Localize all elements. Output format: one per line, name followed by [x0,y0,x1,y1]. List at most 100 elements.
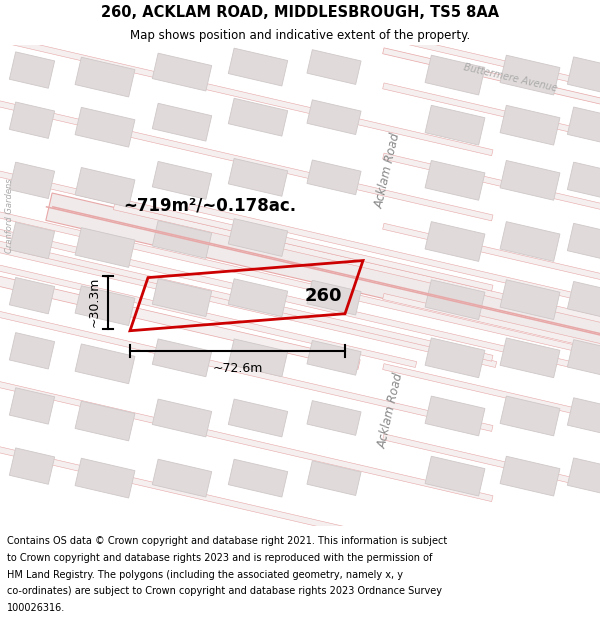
Bar [75,168,135,208]
Bar [568,57,600,93]
Bar [307,401,361,436]
Bar [0,79,493,221]
Bar [568,223,600,260]
Bar [10,222,55,259]
Bar [228,98,288,136]
Text: Cranford Gardens: Cranford Gardens [5,178,14,252]
Bar [307,280,361,315]
Bar [307,160,361,195]
Bar [0,220,493,361]
Bar [228,279,288,316]
Text: ~719m²/~0.178ac.: ~719m²/~0.178ac. [124,196,296,214]
Bar [10,388,55,424]
Bar [75,107,135,147]
Bar [383,223,600,288]
Bar [152,161,212,199]
Bar [425,280,485,319]
Bar [500,55,560,95]
Bar [307,50,361,84]
Bar [152,459,212,497]
Bar [568,339,600,376]
Bar [425,161,485,200]
Bar [0,204,600,368]
Bar [0,204,497,368]
Bar [46,206,600,365]
Bar [425,222,485,261]
Bar [152,339,212,377]
Bar [10,448,55,484]
Bar [75,286,135,326]
Text: Buttermere Avenue: Buttermere Avenue [462,62,558,94]
Text: co-ordinates) are subject to Crown copyright and database rights 2023 Ordnance S: co-ordinates) are subject to Crown copyr… [7,586,442,596]
Bar [152,399,212,437]
Bar [228,159,288,196]
Bar [228,48,288,86]
Bar [0,290,493,431]
Text: ~72.6m: ~72.6m [212,362,263,376]
Bar [0,426,493,567]
Bar [383,153,600,218]
Bar [52,206,600,365]
Bar [10,52,55,88]
Text: Acklam Road: Acklam Road [376,372,406,450]
Text: 260: 260 [305,287,343,304]
Bar [568,398,600,434]
Bar [0,361,493,502]
Bar [152,103,212,141]
Bar [500,161,560,200]
Bar [75,344,135,384]
Bar [425,396,485,436]
Text: ~30.3m: ~30.3m [88,277,101,328]
Bar [75,58,135,97]
Bar [75,458,135,498]
Bar [383,294,600,358]
Bar [425,456,485,496]
Bar [46,193,600,378]
Bar [568,162,600,199]
Bar [500,396,560,436]
Bar [188,204,600,368]
Text: 260, ACKLAM ROAD, MIDDLESBROUGH, TS5 8AA: 260, ACKLAM ROAD, MIDDLESBROUGH, TS5 8AA [101,5,499,20]
Bar [10,162,55,199]
Bar [228,219,288,256]
Bar [500,338,560,377]
Bar [383,434,600,498]
Bar [10,278,55,314]
Text: Acklam Road: Acklam Road [373,131,403,209]
Bar [500,222,560,261]
Bar [425,106,485,145]
Bar [75,228,135,268]
Text: to Crown copyright and database rights 2023 and is reproduced with the permissio: to Crown copyright and database rights 2… [7,553,433,563]
Bar [383,364,600,428]
Bar [307,100,361,134]
Bar [0,14,493,156]
Bar [383,83,600,148]
Bar [152,53,212,91]
Text: Contains OS data © Crown copyright and database right 2021. This information is : Contains OS data © Crown copyright and d… [7,536,448,546]
Bar [75,401,135,441]
Bar [425,338,485,377]
Bar [307,341,361,375]
Bar [383,48,600,112]
Bar [152,279,212,316]
Bar [0,202,360,369]
Bar [228,339,288,377]
Bar [113,204,600,368]
Bar [10,102,55,138]
Bar [152,221,212,258]
Bar [568,281,600,318]
Bar [0,204,572,368]
Text: HM Land Registry. The polygons (including the associated geometry, namely x, y: HM Land Registry. The polygons (includin… [7,570,403,580]
Bar [0,204,417,368]
Bar [425,55,485,95]
Bar [500,280,560,319]
Bar [228,459,288,497]
Bar [307,461,361,496]
Text: Map shows position and indicative extent of the property.: Map shows position and indicative extent… [130,29,470,42]
Bar [568,458,600,494]
Bar [500,456,560,496]
Text: 100026316.: 100026316. [7,603,65,613]
Bar [568,107,600,143]
Bar [10,332,55,369]
Bar [383,32,600,98]
